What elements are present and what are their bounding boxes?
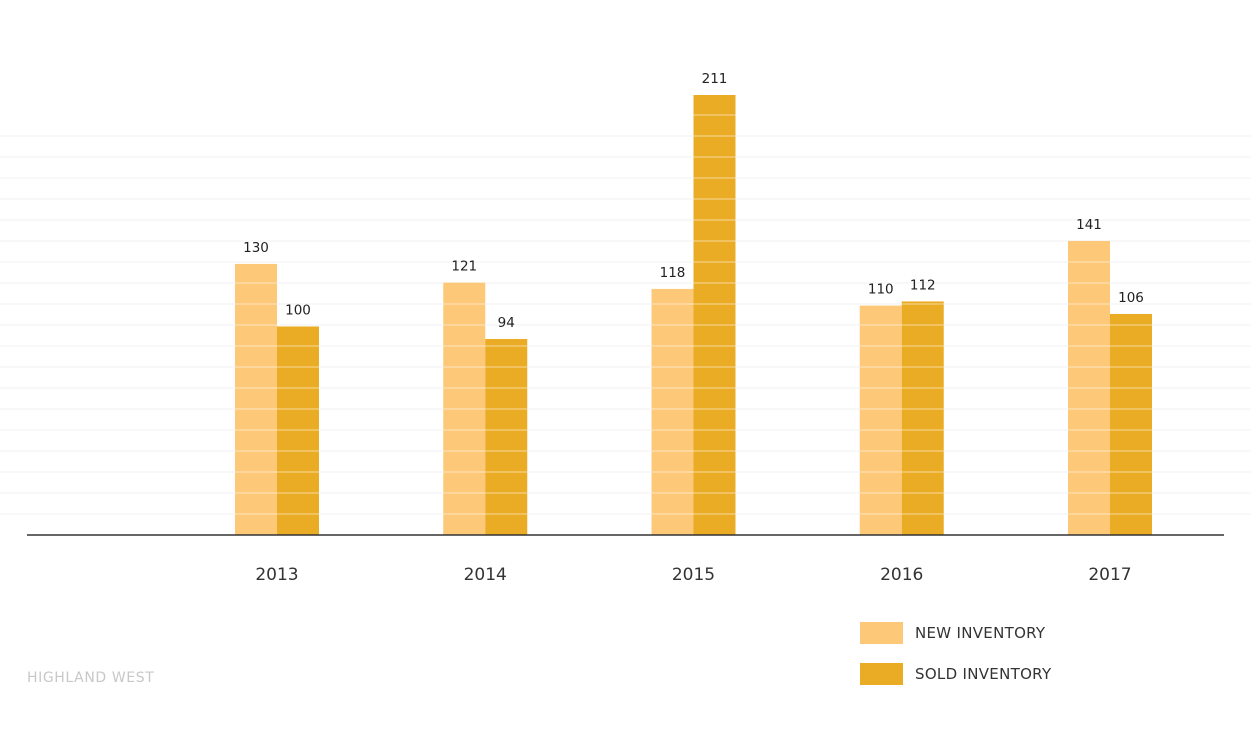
x-tick-label-2017: 2017 — [1088, 565, 1131, 585]
value-label-new-inventory-2013: 130 — [243, 240, 269, 256]
legend-label-new-inventory: NEW INVENTORY — [915, 624, 1046, 642]
bar-new-inventory-2016 — [859, 305, 902, 535]
bar-new-inventory-2013 — [235, 263, 277, 535]
legend: NEW INVENTORY SOLD INVENTORY — [860, 622, 1051, 704]
gridlines — [0, 135, 1251, 515]
bar-sold-inventory-2015 — [693, 95, 736, 535]
value-label-new-inventory-2014: 121 — [451, 259, 477, 275]
legend-item-sold-inventory: SOLD INVENTORY — [860, 663, 1051, 685]
value-label-sold-inventory-2016: 112 — [910, 277, 936, 293]
x-tick-label-2016: 2016 — [880, 565, 923, 585]
bar-new-inventory-2015 — [651, 288, 694, 535]
value-label-sold-inventory-2013: 100 — [285, 302, 311, 318]
value-label-sold-inventory-2014: 94 — [498, 315, 515, 331]
x-tick-label-2014: 2014 — [464, 565, 507, 585]
legend-item-new-inventory: NEW INVENTORY — [860, 622, 1051, 644]
value-label-sold-inventory-2017: 106 — [1118, 290, 1144, 306]
bar-sold-inventory-2017 — [1110, 313, 1152, 535]
legend-label-sold-inventory: SOLD INVENTORY — [915, 665, 1052, 683]
bar-sold-inventory-2016 — [901, 301, 944, 535]
value-label-new-inventory-2015: 118 — [660, 265, 686, 281]
value-label-sold-inventory-2015: 211 — [702, 71, 728, 87]
x-tick-label-2013: 2013 — [255, 565, 298, 585]
legend-swatch-new-inventory — [860, 622, 903, 644]
value-label-new-inventory-2016: 110 — [868, 282, 894, 298]
bars — [235, 95, 1152, 535]
bar-sold-inventory-2014 — [485, 338, 528, 535]
bar-sold-inventory-2013 — [277, 326, 319, 535]
legend-swatch-sold-inventory — [860, 663, 903, 685]
x-tick-labels: 2013 2014 2015 2016 2017 — [255, 565, 1131, 585]
x-tick-label-2015: 2015 — [672, 565, 715, 585]
value-labels: 130 100 121 94 118 211 110 112 141 106 — [243, 71, 1144, 331]
value-label-new-inventory-2017: 141 — [1076, 217, 1102, 233]
footer-neighborhood-label: HIGHLAND WEST — [27, 670, 155, 686]
